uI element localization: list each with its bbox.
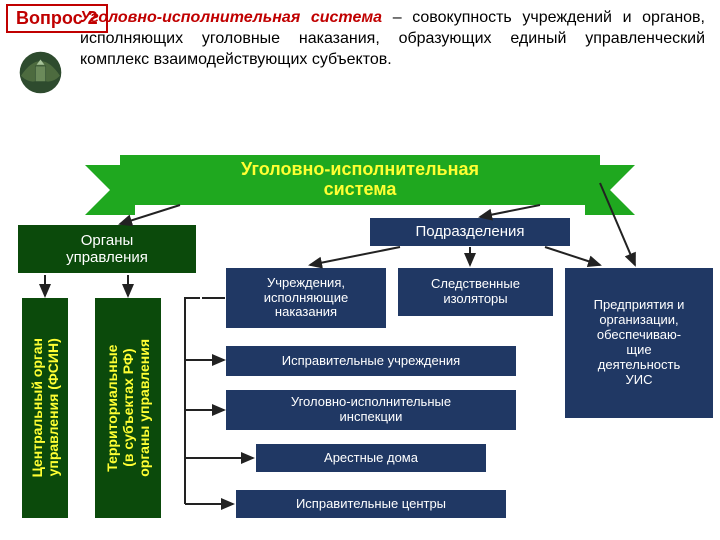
definition-title: Уголовно-исполнительная система	[80, 9, 382, 26]
central-organ: Центральный орган управления (ФСИН)	[22, 298, 68, 518]
fsin-emblem	[8, 40, 73, 105]
main-ribbon: Уголовно-исполнительная система	[120, 155, 600, 205]
definition-dash: –	[382, 9, 412, 26]
organs-header: Органы управления	[18, 225, 196, 273]
centers-box: Исправительные центры	[236, 490, 506, 518]
corr-box: Исправительные учреждения	[226, 346, 516, 376]
territorial-organ: Территориальные (в субъектах РФ) органы …	[95, 298, 161, 518]
central-organ-text: Центральный орган управления (ФСИН)	[29, 338, 61, 477]
territorial-organ-text: Территориальные (в субъектах РФ) органы …	[104, 339, 152, 477]
arrest-box: Арестные дома	[256, 444, 486, 472]
institutions-box: Учреждения, исполняющие наказания	[226, 268, 386, 328]
enterprises-box: Предприятия и организации, обеспечиваю- …	[565, 268, 713, 418]
sizo-box: Следственные изоляторы	[398, 268, 553, 316]
subdiv-header: Подразделения	[370, 218, 570, 246]
ribbon-text: Уголовно-исполнительная система	[241, 160, 479, 200]
definition-block: Уголовно-исполнительная система – совоку…	[80, 8, 705, 70]
insp-box: Уголовно-исполнительные инспекции	[226, 390, 516, 430]
